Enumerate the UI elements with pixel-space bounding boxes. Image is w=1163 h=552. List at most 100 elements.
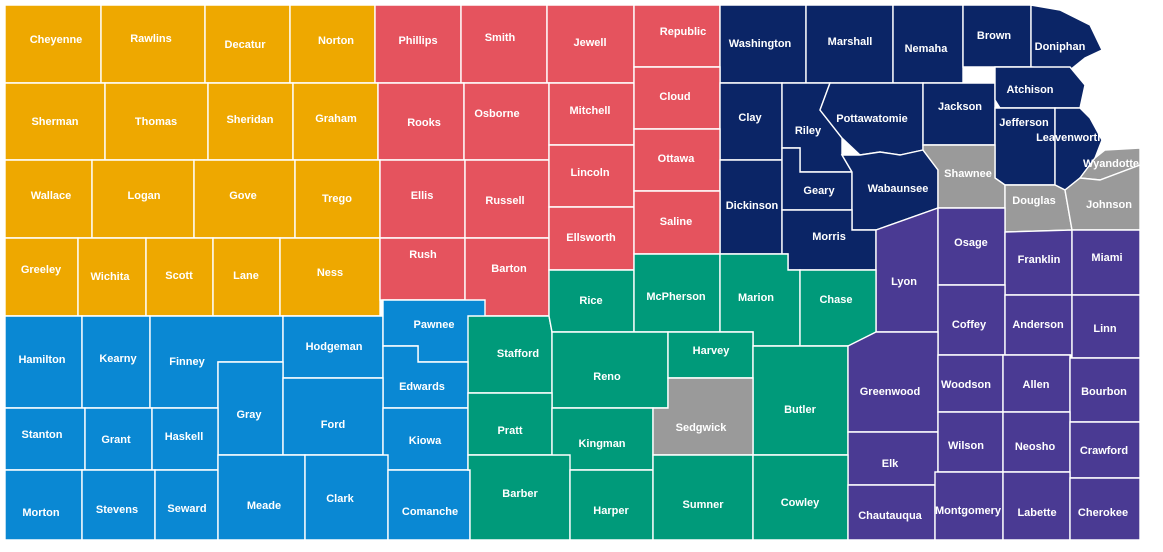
county-label-mitchell: Mitchell [570, 105, 611, 117]
county-label-douglas: Douglas [1012, 195, 1055, 207]
county-label-wallace: Wallace [31, 190, 72, 202]
county-label-smith: Smith [485, 32, 516, 44]
county-label-graham: Graham [315, 113, 357, 125]
county-label-logan: Logan [128, 190, 161, 202]
county-label-rush: Rush [409, 249, 437, 261]
county-label-allen: Allen [1023, 379, 1050, 391]
county-label-ellsworth: Ellsworth [566, 232, 616, 244]
county-label-leavenworth: Leavenworth [1036, 132, 1104, 144]
county-label-decatur: Decatur [225, 39, 267, 51]
county-label-crawford: Crawford [1080, 445, 1128, 457]
county-label-marion: Marion [738, 292, 774, 304]
county-label-bourbon: Bourbon [1081, 386, 1127, 398]
county-label-clay: Clay [738, 112, 762, 124]
county-lyon[interactable] [875, 207, 939, 333]
county-label-butler: Butler [784, 404, 817, 416]
county-label-ness: Ness [317, 267, 343, 279]
county-label-sumner: Sumner [683, 499, 725, 511]
county-label-meade: Meade [247, 500, 281, 512]
county-label-elk: Elk [882, 458, 899, 470]
county-greenwood[interactable] [847, 331, 939, 433]
county-label-cloud: Cloud [659, 91, 690, 103]
county-label-edwards: Edwards [399, 381, 445, 393]
county-label-kearny: Kearny [99, 353, 137, 365]
county-label-montgomery: Montgomery [935, 505, 1002, 517]
county-greeley[interactable] [4, 237, 79, 317]
county-label-lane: Lane [233, 270, 259, 282]
county-jackson[interactable] [922, 82, 996, 146]
county-doniphan[interactable] [1030, 4, 1103, 71]
county-label-morton: Morton [22, 507, 60, 519]
county-label-kingman: Kingman [578, 438, 625, 450]
county-label-kiowa: Kiowa [409, 435, 442, 447]
county-label-stanton: Stanton [22, 429, 63, 441]
county-butler[interactable] [752, 345, 849, 456]
county-douglas[interactable] [1004, 184, 1073, 233]
county-label-stafford: Stafford [497, 348, 539, 360]
county-label-haskell: Haskell [165, 431, 204, 443]
county-label-doniphan: Doniphan [1035, 41, 1086, 53]
county-label-nemaha: Nemaha [905, 43, 949, 55]
county-label-osage: Osage [954, 237, 988, 249]
county-label-chase: Chase [819, 294, 852, 306]
county-cherokee[interactable] [1069, 477, 1141, 541]
county-label-jewell: Jewell [573, 37, 606, 49]
county-label-gove: Gove [229, 190, 257, 202]
county-label-barber: Barber [502, 488, 538, 500]
county-label-reno: Reno [593, 371, 621, 383]
county-label-harper: Harper [593, 505, 629, 517]
county-label-morris: Morris [812, 231, 846, 243]
county-label-linn: Linn [1093, 323, 1116, 335]
county-label-hodgeman: Hodgeman [306, 341, 363, 353]
county-label-harvey: Harvey [693, 345, 731, 357]
county-label-johnson: Johnson [1086, 199, 1132, 211]
county-label-wichita: Wichita [90, 271, 130, 283]
county-label-pratt: Pratt [497, 425, 522, 437]
county-label-wabaunsee: Wabaunsee [868, 183, 929, 195]
county-label-norton: Norton [318, 35, 354, 47]
county-label-scott: Scott [165, 270, 193, 282]
county-label-lyon: Lyon [891, 276, 917, 288]
county-label-riley: Riley [795, 125, 822, 137]
county-label-miami: Miami [1091, 252, 1122, 264]
county-label-jefferson: Jefferson [999, 117, 1049, 129]
county-labels: Cheyenne Rawlins Decatur Norton Phillips Smit… [18, 26, 1139, 522]
county-label-sheridan: Sheridan [226, 114, 273, 126]
county-sedgwick[interactable] [652, 377, 754, 456]
county-label-trego: Trego [322, 193, 352, 205]
county-label-ellis: Ellis [411, 190, 434, 202]
county-sumner[interactable] [652, 454, 754, 541]
county-label-franklin: Franklin [1018, 254, 1061, 266]
county-label-marshall: Marshall [828, 36, 873, 48]
county-label-thomas: Thomas [135, 116, 177, 128]
county-ford[interactable] [282, 377, 384, 456]
county-smith[interactable] [460, 4, 548, 84]
county-chase[interactable] [799, 269, 877, 347]
county-label-dickinson: Dickinson [726, 200, 779, 212]
county-label-gray: Gray [236, 409, 262, 421]
county-osborne[interactable] [463, 82, 550, 161]
county-barber[interactable] [467, 454, 571, 541]
county-label-ford: Ford [321, 419, 345, 431]
county-label-brown: Brown [977, 30, 1012, 42]
county-label-saline: Saline [660, 216, 692, 228]
county-morton[interactable] [4, 469, 83, 541]
county-label-pottawatomie: Pottawatomie [836, 113, 908, 125]
county-label-ottawa: Ottawa [658, 153, 696, 165]
county-label-greenwood: Greenwood [860, 386, 921, 398]
county-label-neosho: Neosho [1015, 441, 1056, 453]
county-label-grant: Grant [101, 434, 131, 446]
county-label-lincoln: Lincoln [570, 167, 609, 179]
county-label-coffey: Coffey [952, 319, 987, 331]
county-rush[interactable] [379, 237, 466, 301]
county-label-finney: Finney [169, 356, 205, 368]
county-label-cheyenne: Cheyenne [30, 34, 83, 46]
county-meade[interactable] [217, 454, 306, 541]
county-label-comanche: Comanche [402, 506, 458, 518]
county-label-seward: Seward [167, 503, 206, 515]
county-label-wyandotte: Wyandotte [1083, 158, 1139, 170]
county-label-atchison: Atchison [1006, 84, 1053, 96]
county-label-rice: Rice [579, 295, 602, 307]
county-label-shawnee: Shawnee [944, 168, 992, 180]
